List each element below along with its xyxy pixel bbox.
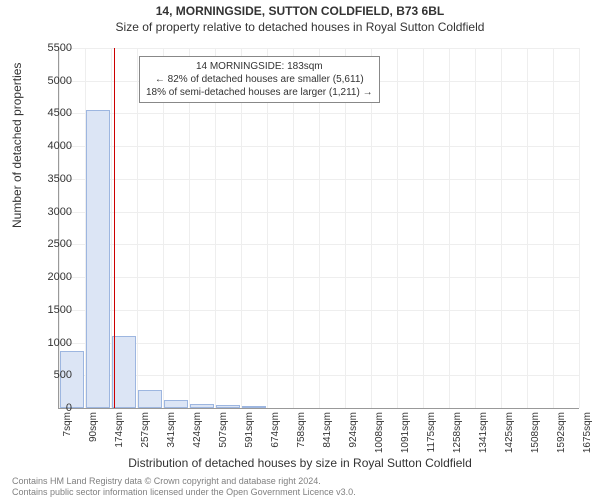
xtick-label: 1341sqm — [478, 412, 489, 453]
xtick-label: 591sqm — [244, 412, 255, 448]
xtick-label: 507sqm — [218, 412, 229, 448]
footer-line1: Contains HM Land Registry data © Crown c… — [12, 476, 356, 487]
xtick-label: 174sqm — [114, 412, 125, 448]
xtick-label: 424sqm — [192, 412, 203, 448]
gridline-v — [397, 48, 398, 408]
annotation-box: 14 MORNINGSIDE: 183sqm ← 82% of detached… — [139, 56, 380, 103]
ytick-label: 1500 — [32, 304, 72, 316]
xtick-label: 341sqm — [166, 412, 177, 448]
annotation-line2: ← 82% of detached houses are smaller (5,… — [146, 73, 373, 86]
gridline-v — [501, 48, 502, 408]
xtick-label: 1675sqm — [582, 412, 593, 453]
ytick-label: 1000 — [32, 337, 72, 349]
xtick-label: 1008sqm — [374, 412, 385, 453]
ytick-label: 2000 — [32, 271, 72, 283]
xtick-label: 924sqm — [348, 412, 359, 448]
xtick-label: 1592sqm — [556, 412, 567, 453]
gridline-v — [553, 48, 554, 408]
ytick-label: 500 — [32, 369, 72, 381]
chart-title: 14, MORNINGSIDE, SUTTON COLDFIELD, B73 6… — [0, 0, 600, 18]
xtick-label: 1508sqm — [530, 412, 541, 453]
plot-area: 14 MORNINGSIDE: 183sqm ← 82% of detached… — [58, 48, 579, 409]
ytick-label: 4000 — [32, 140, 72, 152]
annotation-line3: 18% of semi-detached houses are larger (… — [146, 86, 373, 99]
ytick-label: 4500 — [32, 107, 72, 119]
chart-subtitle: Size of property relative to detached ho… — [0, 18, 600, 34]
histogram-bar — [242, 406, 265, 408]
histogram-bar — [112, 336, 135, 408]
xtick-label: 257sqm — [140, 412, 151, 448]
chart-container: 14, MORNINGSIDE, SUTTON COLDFIELD, B73 6… — [0, 0, 600, 500]
gridline-v — [449, 48, 450, 408]
histogram-bar — [190, 404, 213, 408]
histogram-bar — [216, 405, 239, 408]
gridline-v — [137, 48, 138, 408]
ytick-label: 2500 — [32, 238, 72, 250]
xtick-label: 1091sqm — [400, 412, 411, 453]
histogram-bar — [164, 400, 187, 408]
gridline-v — [527, 48, 528, 408]
xtick-label: 674sqm — [270, 412, 281, 448]
xtick-label: 7sqm — [62, 412, 73, 436]
x-axis-label: Distribution of detached houses by size … — [0, 456, 600, 470]
marker-line — [114, 48, 115, 408]
y-axis-label: Number of detached properties — [10, 63, 24, 228]
footer: Contains HM Land Registry data © Crown c… — [12, 476, 356, 498]
histogram-bar — [138, 390, 161, 408]
ytick-label: 3500 — [32, 173, 72, 185]
xtick-label: 841sqm — [322, 412, 333, 448]
gridline-v — [423, 48, 424, 408]
xtick-label: 90sqm — [88, 412, 99, 442]
ytick-label: 3000 — [32, 206, 72, 218]
xtick-label: 758sqm — [296, 412, 307, 448]
xtick-label: 1258sqm — [452, 412, 463, 453]
ytick-label: 5000 — [32, 75, 72, 87]
ytick-label: 5500 — [32, 42, 72, 54]
gridline-v — [579, 48, 580, 408]
footer-line2: Contains public sector information licen… — [12, 487, 356, 498]
histogram-bar — [86, 110, 109, 408]
annotation-line1: 14 MORNINGSIDE: 183sqm — [146, 60, 373, 73]
xtick-label: 1425sqm — [504, 412, 515, 453]
gridline-v — [475, 48, 476, 408]
xtick-label: 1175sqm — [426, 412, 437, 452]
